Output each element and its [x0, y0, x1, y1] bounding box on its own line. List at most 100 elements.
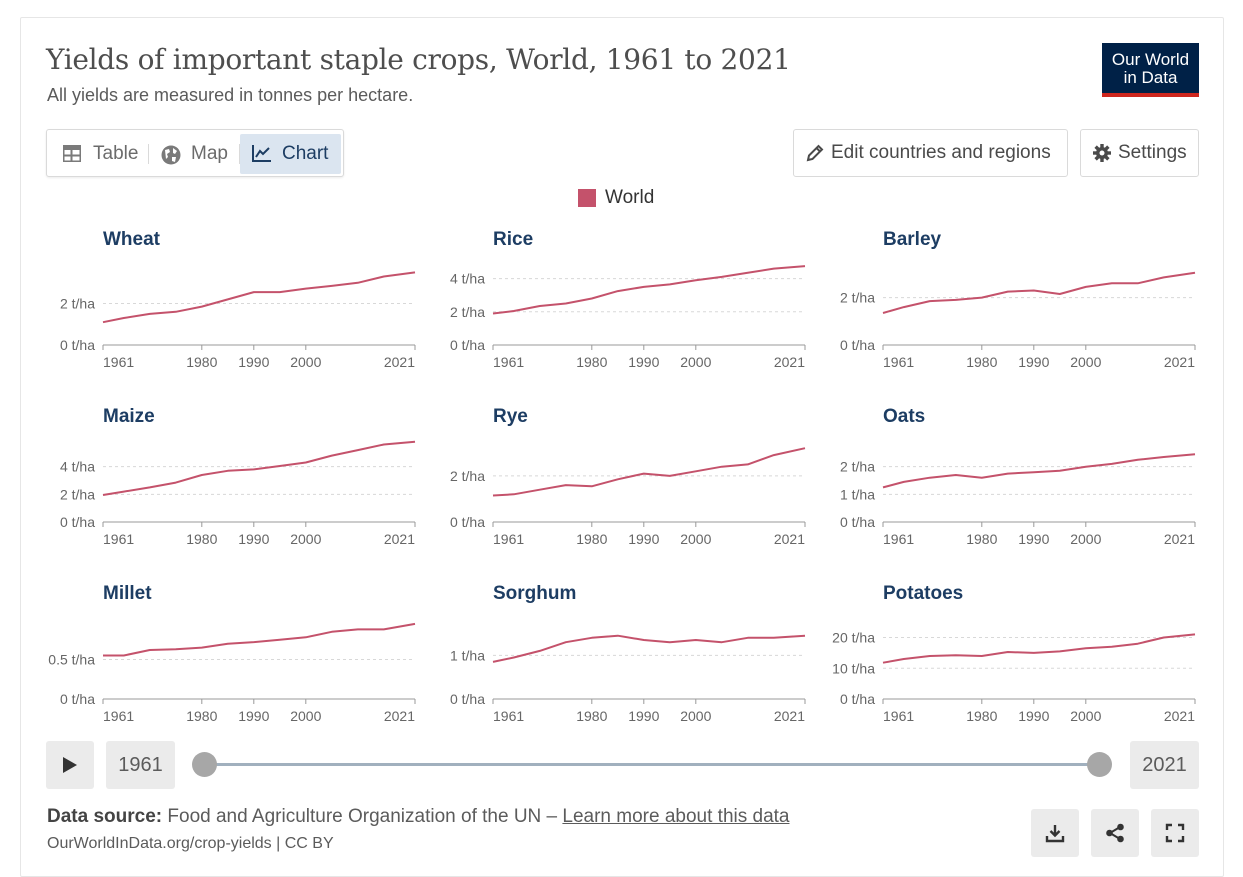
view-tabs: Table Map Chart	[46, 129, 344, 177]
tab-table[interactable]: Table	[51, 134, 148, 174]
series-line-world	[492, 265, 806, 315]
x-tick-label: 1961	[493, 354, 524, 370]
tab-map-label: Map	[191, 143, 228, 164]
timeline-track[interactable]	[205, 763, 1100, 766]
y-tick-label: 2 t/ha	[450, 304, 485, 320]
chart-subtitle: All yields are measured in tonnes per he…	[47, 85, 414, 105]
x-tick-label: 1980	[576, 531, 607, 547]
small-multiples-chart: Wheat 0 t/ha 2 t/ha 1961 1980 1990 2000 2021 Ric…	[48, 229, 1196, 724]
settings-button[interactable]: Settings	[1080, 129, 1199, 177]
globe-icon	[161, 145, 181, 165]
tab-map[interactable]: Map	[149, 134, 239, 174]
x-tick-label: 1990	[628, 531, 659, 547]
edit-countries-button[interactable]: Edit countries and regions	[793, 129, 1068, 177]
fullscreen-icon	[1165, 823, 1185, 843]
y-tick-label: 0 t/ha	[840, 337, 875, 353]
owid-logo[interactable]: Our World in Data	[1102, 43, 1199, 97]
y-tick-label: 20 t/ha	[832, 630, 875, 646]
x-tick-label: 1980	[966, 531, 997, 547]
x-tick-label: 1990	[1018, 354, 1049, 370]
logo-line-1: Our World	[1111, 50, 1190, 69]
y-tick-label: 2 t/ha	[840, 459, 875, 475]
x-tick-label: 1990	[628, 354, 659, 370]
x-tick-label: 2021	[774, 354, 805, 370]
series-line-world	[882, 453, 1196, 489]
x-tick-label: 2000	[1070, 531, 1101, 547]
series-line-world	[882, 633, 1196, 664]
facet-title: Rye	[493, 406, 528, 427]
x-tick-label: 1980	[576, 354, 607, 370]
x-tick-label: 1980	[186, 708, 217, 724]
x-tick-label: 1961	[493, 531, 524, 547]
x-tick-label: 1990	[238, 531, 269, 547]
x-tick-label: 1961	[103, 354, 134, 370]
facet-title: Maize	[103, 406, 155, 427]
y-tick-label: 0 t/ha	[450, 514, 485, 530]
share-button[interactable]	[1091, 809, 1139, 857]
download-icon	[1045, 825, 1065, 843]
fullscreen-button[interactable]	[1151, 809, 1199, 857]
tab-chart[interactable]: Chart	[240, 134, 341, 174]
y-tick-label: 2 t/ha	[60, 296, 95, 312]
table-icon	[63, 145, 81, 162]
x-tick-label: 1980	[966, 354, 997, 370]
y-tick-label: 0 t/ha	[840, 514, 875, 530]
x-tick-label: 1961	[103, 708, 134, 724]
y-tick-label: 1 t/ha	[840, 486, 875, 502]
data-source: Data source: Food and Agriculture Organi…	[47, 806, 790, 828]
x-tick-label: 2000	[680, 354, 711, 370]
x-tick-label: 1980	[966, 708, 997, 724]
y-tick-label: 4 t/ha	[60, 459, 95, 475]
x-tick-label: 2021	[1164, 531, 1195, 547]
x-tick-label: 1961	[883, 531, 914, 547]
line-chart-icon	[252, 145, 271, 162]
source-url[interactable]: OurWorldInData.org/crop-yields | CC BY	[47, 835, 334, 852]
y-tick-label: 4 t/ha	[450, 271, 485, 287]
y-tick-label: 2 t/ha	[450, 468, 485, 484]
facet-title: Millet	[103, 583, 152, 604]
timeline-end-handle[interactable]	[1087, 752, 1112, 777]
x-tick-label: 2021	[774, 531, 805, 547]
x-tick-label: 2021	[1164, 708, 1195, 724]
timeline-start-handle[interactable]	[192, 752, 217, 777]
source-label: Data source:	[47, 806, 163, 827]
y-tick-label: 0 t/ha	[450, 691, 485, 707]
legend-swatch	[578, 189, 596, 207]
facet-title: Rice	[493, 229, 533, 250]
x-tick-label: 2021	[774, 708, 805, 724]
edit-countries-label: Edit countries and regions	[831, 142, 1051, 163]
x-tick-label: 1990	[628, 708, 659, 724]
x-tick-label: 2000	[1070, 354, 1101, 370]
series-line-world	[102, 440, 416, 496]
x-tick-label: 2021	[384, 354, 415, 370]
y-tick-label: 1 t/ha	[450, 647, 485, 663]
end-year-box: 2021	[1130, 741, 1199, 789]
settings-label: Settings	[1118, 142, 1187, 163]
tab-chart-label: Chart	[282, 143, 329, 164]
x-tick-label: 2000	[680, 531, 711, 547]
series-line-world	[103, 622, 416, 657]
source-text: Food and Agriculture Organization of the…	[167, 806, 558, 827]
share-icon	[1106, 823, 1124, 843]
x-tick-label: 1980	[186, 531, 217, 547]
tab-divider	[148, 144, 149, 164]
y-tick-label: 10 t/ha	[832, 660, 875, 676]
start-year-box: 1961	[106, 741, 175, 789]
y-tick-label: 2 t/ha	[60, 486, 95, 502]
x-tick-label: 1990	[1018, 708, 1049, 724]
series-line-world	[102, 271, 416, 324]
x-tick-label: 1990	[1018, 531, 1049, 547]
play-button[interactable]	[46, 741, 94, 789]
pencil-icon	[806, 144, 824, 162]
series-line-world	[492, 634, 806, 663]
facet-title: Sorghum	[493, 583, 576, 604]
logo-line-2: in Data	[1123, 68, 1178, 87]
x-tick-label: 2000	[290, 531, 321, 547]
tab-table-label: Table	[93, 143, 139, 164]
x-tick-label: 2021	[384, 531, 415, 547]
download-button[interactable]	[1031, 809, 1079, 857]
x-tick-label: 1990	[238, 708, 269, 724]
learn-more-link[interactable]: Learn more about this data	[562, 806, 790, 827]
legend-label-world: World	[605, 187, 655, 208]
x-tick-label: 1980	[576, 708, 607, 724]
